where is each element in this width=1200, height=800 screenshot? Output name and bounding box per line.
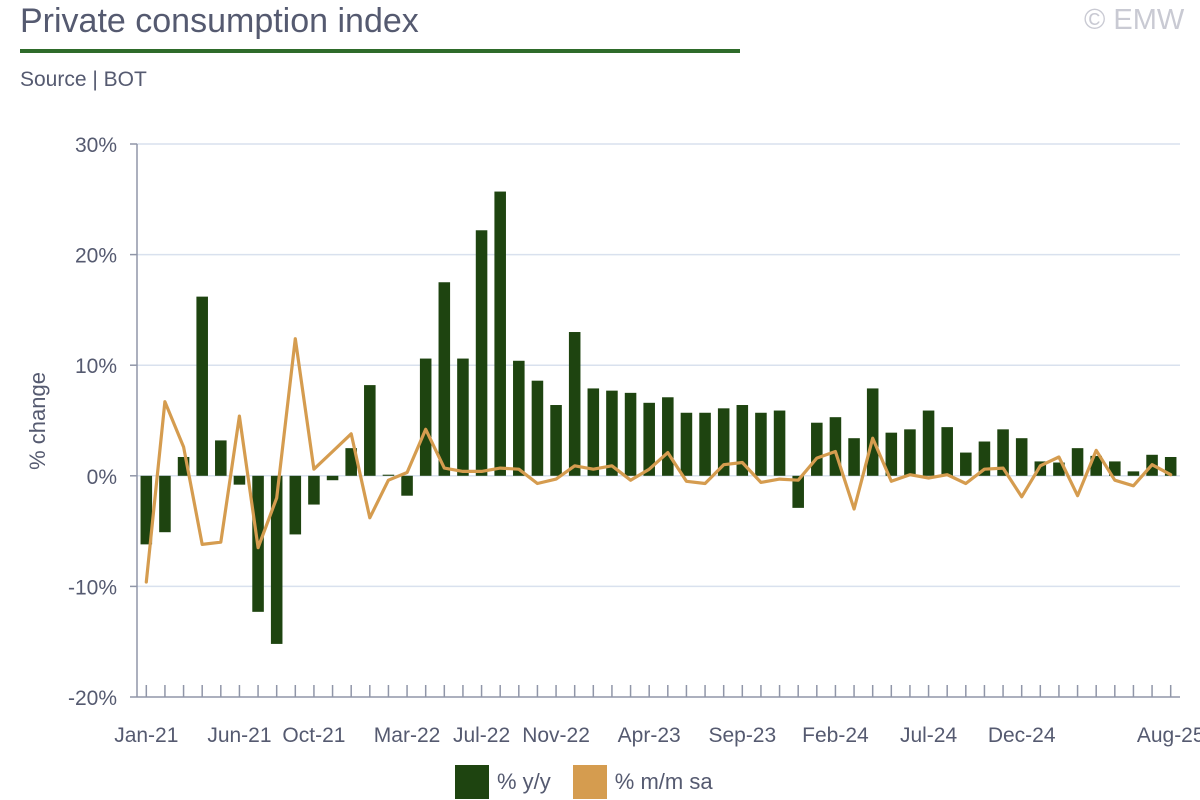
bar-yoy	[233, 475, 246, 485]
x-tick-label: Nov-22	[522, 724, 590, 747]
source-label: Source | BOT	[20, 68, 147, 91]
bar-yoy	[215, 440, 227, 476]
bar-yoy	[773, 410, 786, 476]
y-axis-title: % change	[25, 372, 50, 470]
bar-yoy	[419, 358, 432, 476]
bar-yoy	[755, 412, 767, 476]
bar-yoy	[140, 475, 153, 545]
bar-yoy	[941, 427, 953, 476]
x-tick-label: Jun-21	[207, 724, 271, 747]
bar-yoy	[196, 296, 208, 476]
y-tick-label: -10%	[68, 576, 117, 599]
bar-yoy	[345, 448, 357, 476]
bar-yoy	[922, 410, 935, 476]
x-tick-label: Apr-23	[618, 724, 681, 747]
bar-yoy	[531, 380, 544, 476]
bar-yoy	[382, 474, 395, 476]
bar-yoy	[680, 412, 693, 476]
x-tick-label: Aug-25	[1137, 724, 1200, 747]
bar-yoy	[978, 441, 991, 476]
x-tick-label: Sep-23	[708, 724, 776, 747]
bar-yoy	[997, 429, 1009, 476]
bar-yoy	[606, 390, 618, 476]
bar-yoy	[866, 388, 879, 476]
legend-swatch-mom	[572, 765, 607, 799]
bar-yoy	[494, 191, 506, 476]
line-mom	[144, 337, 1173, 584]
bar-yoy	[326, 475, 339, 481]
x-tick-label: Feb-24	[802, 724, 869, 747]
bar-yoy	[550, 405, 562, 476]
bar-yoy	[438, 282, 451, 476]
bar-yoy	[960, 452, 972, 476]
line-mom-path	[144, 337, 1173, 584]
legend-item-mom: % m/m sa	[572, 765, 713, 799]
x-tick-label: Dec-24	[988, 724, 1056, 747]
bar-yoy	[364, 385, 376, 476]
x-tick-label: Oct-21	[282, 724, 345, 747]
bar-yoy	[289, 475, 302, 535]
y-tick-label: -20%	[68, 687, 117, 710]
bar-yoy	[475, 230, 488, 476]
axis-labels: -20% -10% 0% 10% 20% 30% Jan-21 Jun-21 Oct-21 Mar…	[25, 134, 1200, 747]
copyright-label: © EMW	[1084, 4, 1185, 36]
bar-yoy	[904, 429, 916, 476]
x-tick-label: Jul-22	[453, 724, 510, 747]
bar-yoy	[811, 422, 823, 476]
bars-yoy	[140, 191, 1177, 644]
bar-yoy	[1164, 456, 1177, 476]
y-tick-label: 30%	[75, 134, 117, 157]
title-underline	[20, 49, 740, 53]
bar-yoy	[1090, 455, 1102, 476]
bar-yoy	[401, 475, 413, 496]
bar-yoy	[159, 475, 171, 533]
legend-swatch-yoy	[455, 765, 489, 799]
bar-yoy	[699, 412, 711, 476]
chart-canvas: -20% -10% 0% 10% 20% 30% Jan-21 Jun-21 Oct-21 Mar…	[25, 134, 1200, 747]
legend-item-yoy: % y/y	[455, 765, 551, 799]
x-tick-label: Jul-24	[900, 724, 958, 747]
bar-yoy	[848, 438, 860, 476]
bar-yoy	[643, 402, 655, 476]
bar-yoy	[1053, 462, 1065, 476]
legend: % y/y % m/m sa	[455, 765, 735, 799]
y-tick-label: 0%	[87, 466, 117, 489]
bar-yoy	[1127, 471, 1140, 476]
bar-yoy	[1109, 461, 1121, 476]
bar-yoy	[624, 392, 637, 476]
bar-yoy	[457, 358, 469, 476]
bar-yoy	[1015, 438, 1028, 476]
bar-yoy	[513, 360, 525, 476]
bar-yoy	[568, 332, 581, 476]
x-tick-label: Jan-21	[114, 724, 178, 747]
bar-yoy	[177, 456, 190, 476]
axes	[130, 143, 1180, 698]
x-tick-label: Mar-22	[374, 724, 441, 747]
chart-title: Private consumption index	[20, 2, 419, 40]
legend-label-yoy: % y/y	[497, 769, 551, 794]
bar-yoy	[717, 408, 730, 476]
bar-yoy	[587, 388, 600, 476]
y-tick-label: 20%	[75, 245, 117, 268]
y-tick-label: 10%	[75, 355, 117, 378]
bar-yoy	[308, 475, 320, 505]
bar-yoy	[270, 475, 283, 644]
bar-yoy	[736, 405, 749, 476]
bar-yoy	[792, 475, 804, 508]
bar-yoy	[1071, 448, 1084, 476]
bar-yoy	[885, 432, 898, 476]
legend-label-mom: % m/m sa	[614, 769, 713, 794]
bar-yoy	[829, 417, 842, 476]
bar-yoy	[662, 397, 674, 476]
